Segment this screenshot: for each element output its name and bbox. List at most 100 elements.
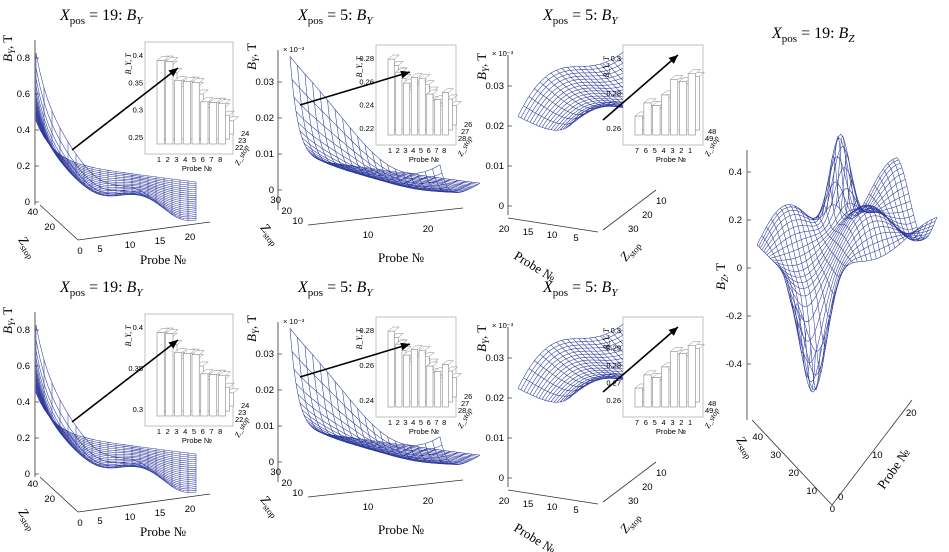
inset-x-tick: 5 (653, 146, 657, 155)
mesh-line (327, 434, 479, 457)
inset-z-tick: 0.28 (606, 89, 621, 98)
x-tick-label: 20 (499, 496, 510, 507)
inset-bar-top (191, 78, 205, 83)
inset-x-tick: 8 (442, 146, 446, 155)
mesh-line (35, 387, 197, 462)
mesh-line (321, 160, 473, 188)
zoom-arrow-head (668, 55, 678, 64)
inset-z-tick: 0.4 (133, 323, 143, 332)
inset-z-tick: 0.22 (359, 124, 374, 133)
inset-x-tick: 2 (679, 418, 683, 427)
mesh-line (325, 161, 477, 186)
x-axis-label: Probe № (378, 250, 424, 265)
inset-z-tick: 0.35 (128, 364, 143, 373)
x-tick-label: 20 (185, 232, 196, 243)
mesh-line (35, 370, 197, 482)
z-scale-label: × 10⁻³ (492, 321, 514, 330)
z-tick-label: 0.01 (256, 421, 275, 432)
inset-x-tick: 1 (157, 427, 161, 436)
inset-x-tick: 1 (388, 418, 392, 427)
inset-bar (403, 354, 411, 408)
mesh-line (776, 205, 918, 278)
mesh-line (795, 220, 936, 376)
mesh-line (289, 328, 441, 446)
inset-y-tick: 28 (458, 406, 466, 415)
inset-bar (634, 387, 643, 408)
inset-bar (643, 374, 652, 408)
z-tick-label: 0.2 (17, 433, 30, 444)
inset-z-label: B_Y, T (355, 328, 364, 350)
y-axis-line (751, 419, 833, 506)
inset-x-tick: 5 (192, 155, 196, 164)
inset-y-tick: 27 (461, 399, 469, 408)
z-tick-label: 0.01 (486, 433, 505, 444)
inset-bar (441, 364, 449, 408)
inset-z-tick: 0.26 (606, 124, 621, 133)
inset-bar-top (449, 373, 463, 378)
mesh-line (35, 78, 197, 218)
inset-x-tick: 3 (403, 418, 407, 427)
mesh-line (35, 391, 197, 457)
inset-bar-top (445, 94, 459, 100)
inset-x-tick: 5 (419, 146, 423, 155)
z-tick-label: 0.02 (256, 113, 275, 124)
surface-mesh (289, 56, 481, 193)
mesh-line (35, 111, 197, 196)
x-axis-line (307, 479, 464, 498)
mesh-line (327, 162, 479, 185)
inset-x-tick: 7 (209, 155, 213, 164)
inset-bar-top (410, 345, 424, 350)
mesh-line (315, 157, 467, 191)
inset-x-label: Probe № (409, 155, 439, 164)
inset-bar (652, 105, 661, 136)
mesh-line (520, 51, 632, 119)
mesh-line (785, 211, 926, 323)
inset-bar (209, 374, 218, 417)
inset-bar (191, 354, 200, 417)
zoom-arrow (602, 54, 679, 121)
x-axis-line (831, 399, 913, 506)
z-tick-label: 0 (737, 263, 742, 274)
inset-bar-top (643, 370, 657, 376)
mesh-line (35, 389, 197, 460)
mesh-line (319, 431, 471, 461)
inset-bar-top (200, 97, 214, 103)
inset-bar (687, 73, 696, 136)
inset-bar-top (156, 328, 170, 333)
y-axis-label: Zstop (14, 233, 41, 261)
mesh-line (523, 327, 635, 392)
mesh-line (35, 383, 197, 468)
chart-panel-p2: Xpos = 5: BY× 10⁻³0.030.020.010102010203… (244, 7, 481, 265)
inset-bar-top (669, 75, 684, 80)
x-tick-label: 15 (155, 236, 166, 247)
inset-y-tick: 22 (235, 143, 243, 152)
inset-z-tick: 0.26 (359, 361, 374, 370)
y-axis-line (39, 204, 79, 241)
y-tick-label: 10 (656, 196, 667, 207)
inset-x-tick: 6 (644, 418, 648, 427)
mesh-line (289, 328, 331, 436)
z-tick-label: 0.02 (486, 121, 505, 132)
inset-y-tick: 27 (461, 127, 469, 136)
mesh-line (520, 323, 632, 391)
chart-title: Xpos = 19: BY (59, 7, 144, 27)
inset-z-tick: 0.4 (133, 51, 143, 60)
inset-z-tick: 0.26 (606, 396, 621, 405)
inset-bar-top (391, 333, 404, 338)
z-tick-label: 0.01 (256, 149, 275, 160)
mesh-line (773, 209, 914, 266)
inset-bar (410, 77, 418, 136)
z-tick-label: -0.4 (726, 359, 742, 370)
z-tick-label: 0 (499, 473, 504, 484)
chart-title: Xpos = 5: BY (542, 7, 619, 27)
inset-bar-top (173, 76, 188, 81)
mesh-line (766, 226, 807, 353)
y-axis-line (602, 189, 657, 231)
chart-title: Xpos = 5: BY (542, 279, 619, 299)
